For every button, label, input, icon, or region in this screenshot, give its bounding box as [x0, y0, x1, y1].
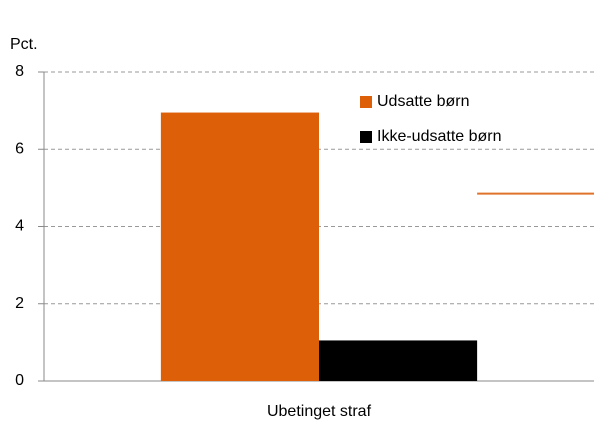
bar	[319, 340, 478, 381]
y-tick-label: 4	[15, 218, 24, 235]
legend-label: Ikke-udsatte børn	[377, 128, 502, 145]
y-tick-label: 8	[15, 63, 24, 80]
legend-label: Udsatte børn	[377, 93, 469, 110]
y-axis-label: Pct.	[10, 36, 38, 53]
y-tick-label: 6	[15, 140, 24, 157]
legend-swatch	[360, 96, 372, 108]
legend-swatch	[360, 131, 372, 143]
y-tick-label: 2	[15, 295, 24, 312]
bar	[160, 112, 319, 382]
x-tick-label: Ubetinget straf	[267, 403, 372, 420]
y-tick-label: 0	[15, 372, 24, 389]
